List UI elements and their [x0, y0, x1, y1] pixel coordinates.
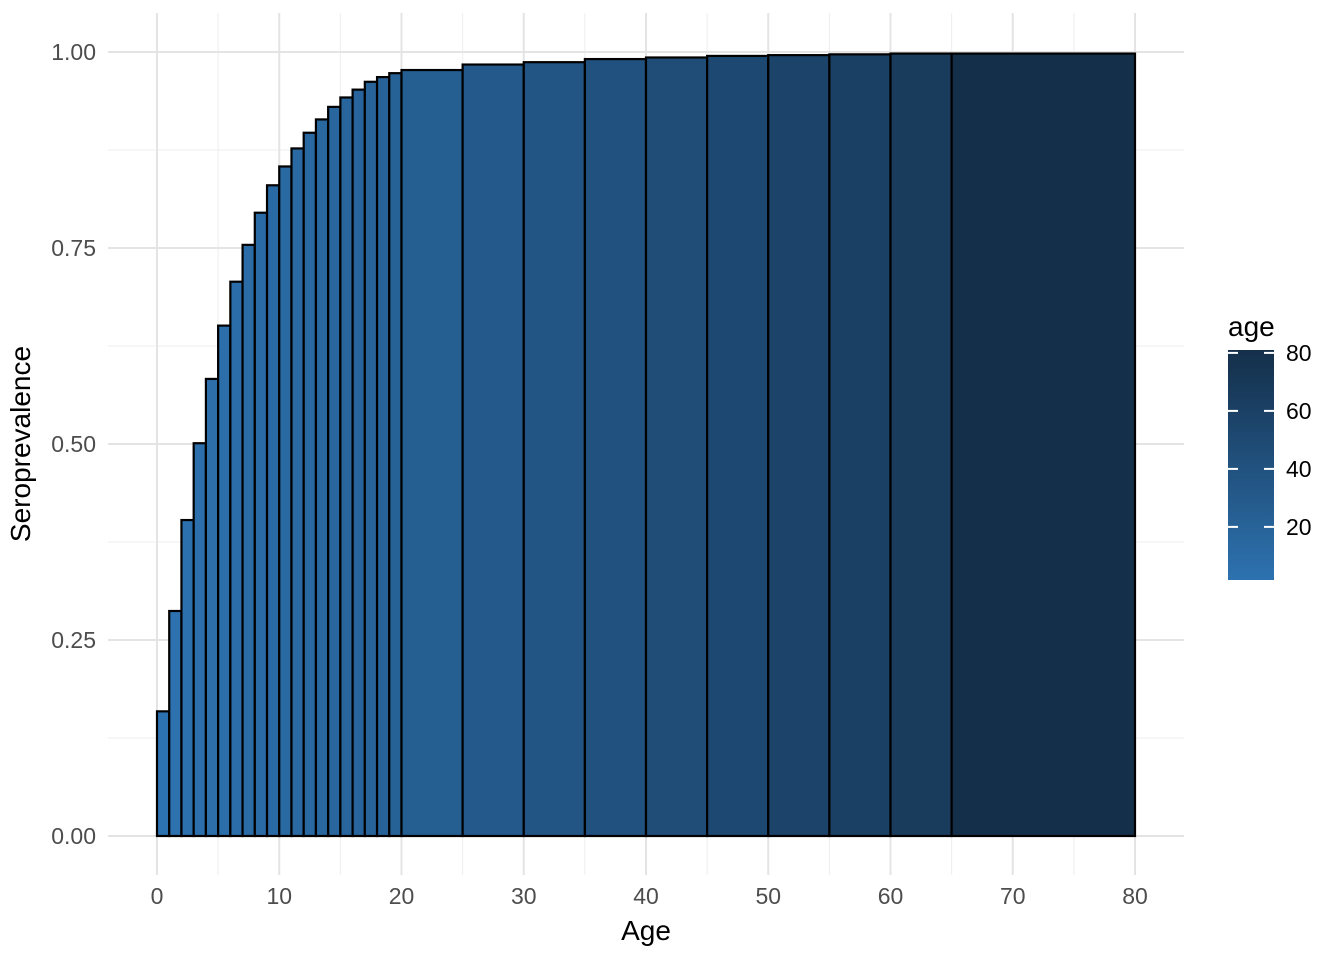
legend-tick-label: 40	[1286, 456, 1312, 482]
x-axis-title: Age	[621, 915, 671, 946]
y-tick-label: 0.25	[51, 627, 96, 653]
bars	[155, 52, 1137, 838]
bar-age-17-18	[363, 80, 379, 838]
bar-age-20-25	[400, 68, 464, 838]
bar-age-35-40	[583, 57, 648, 838]
bar-age-15-16	[339, 96, 354, 838]
legend-gradient-bar	[1228, 350, 1274, 580]
legend-tick-label: 80	[1286, 340, 1312, 366]
bar-age-5-6	[217, 324, 232, 838]
bar-age-13-14	[314, 118, 330, 838]
legend-ticks	[1228, 351, 1274, 528]
bar-age-25-30	[461, 63, 525, 838]
bar-age-60-65	[889, 52, 953, 838]
bar-age-50-55	[767, 54, 831, 838]
bar-age-18-19	[375, 75, 391, 838]
bar-age-10-11	[278, 165, 293, 838]
bar-age-30-35	[522, 61, 586, 838]
legend-tick-label: 60	[1286, 398, 1312, 424]
bar-age-1-2	[168, 609, 183, 838]
x-tick-label: 80	[1122, 883, 1148, 909]
x-tick-label: 40	[633, 883, 659, 909]
y-tick-label: 0.00	[51, 823, 96, 849]
x-axis-tick-labels: 0 10 20 30 40 50 60 70 80	[151, 883, 1148, 909]
bar-age-55-60	[828, 53, 892, 838]
bar-age-6-7	[229, 280, 244, 838]
x-tick-label: 0	[151, 883, 164, 909]
y-axis-tick-labels: 0.00 0.25 0.50 0.75 1.00	[51, 39, 96, 849]
x-tick-label: 10	[266, 883, 292, 909]
x-tick-label: 20	[389, 883, 415, 909]
bar-age-14-15	[327, 105, 342, 838]
bar-age-16-17	[351, 88, 366, 838]
bar-age-40-45	[644, 56, 709, 838]
bar-age-8-9	[253, 211, 269, 838]
bar-age-11-12	[290, 147, 305, 838]
bar-age-3-4	[192, 442, 208, 838]
y-tick-label: 0.75	[51, 235, 96, 261]
bar-age-19-20	[388, 72, 403, 838]
bar-age-7-8	[241, 243, 256, 838]
y-tick-label: 0.50	[51, 431, 96, 457]
bar-age-2-3	[180, 518, 195, 838]
bar-age-9-10	[265, 184, 281, 838]
y-tick-label: 1.00	[51, 39, 96, 65]
x-tick-label: 60	[878, 883, 904, 909]
bar-age-12-13	[302, 131, 318, 838]
x-tick-label: 70	[1000, 883, 1026, 909]
legend-labels: 80 60 40 20	[1286, 340, 1312, 540]
bar-age-65-80	[950, 52, 1137, 838]
bar-age-0-1	[155, 710, 171, 838]
bar-age-4-5	[204, 377, 220, 838]
bar-age-45-50	[706, 54, 770, 838]
legend: age 80 60 40 20	[1228, 311, 1312, 580]
y-axis-title: Seroprevalence	[5, 346, 36, 542]
legend-tick-label: 20	[1286, 514, 1312, 540]
x-tick-label: 30	[511, 883, 537, 909]
legend-title: age	[1228, 311, 1275, 342]
x-tick-label: 50	[755, 883, 781, 909]
